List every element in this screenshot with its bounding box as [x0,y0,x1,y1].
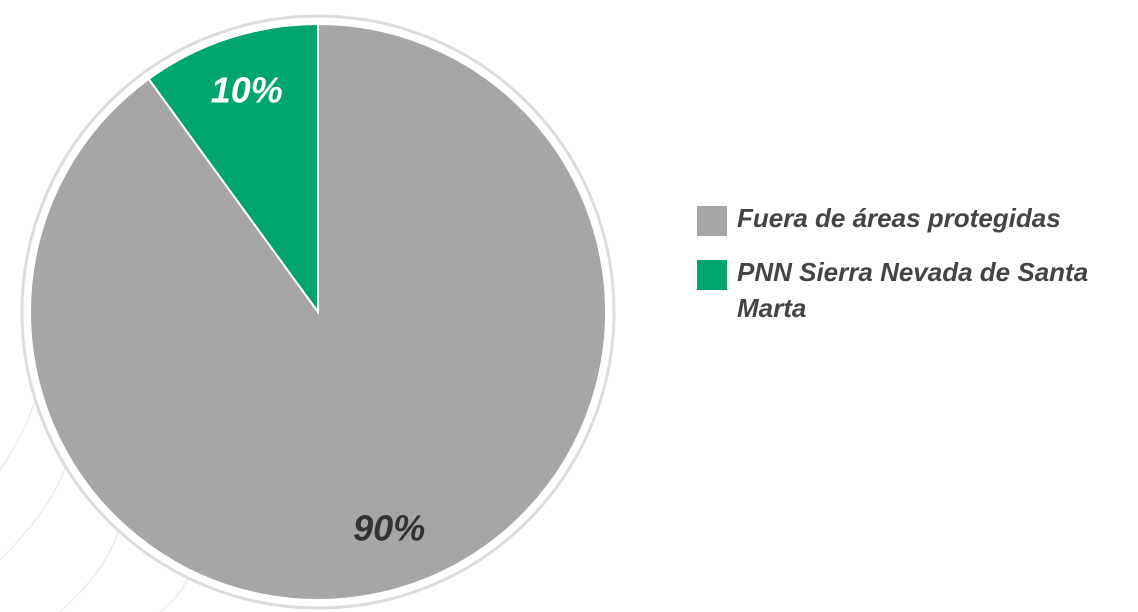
legend-label: Fuera de áreas protegidas [737,203,1061,233]
pie-slice [147,22,319,316]
legend-label: PNN Sierra Nevada de Santa Marta [737,257,1089,323]
legend-swatch [697,206,727,236]
value-label: 90% [353,508,425,549]
legend-item: Fuera de áreas protegidas [697,200,1097,236]
value-label: 10% [211,69,283,110]
legend-swatch [697,260,727,290]
legend-item: PNN Sierra Nevada de Santa Marta [697,254,1097,326]
legend: Fuera de áreas protegidas PNN Sierra Neva… [697,200,1097,344]
